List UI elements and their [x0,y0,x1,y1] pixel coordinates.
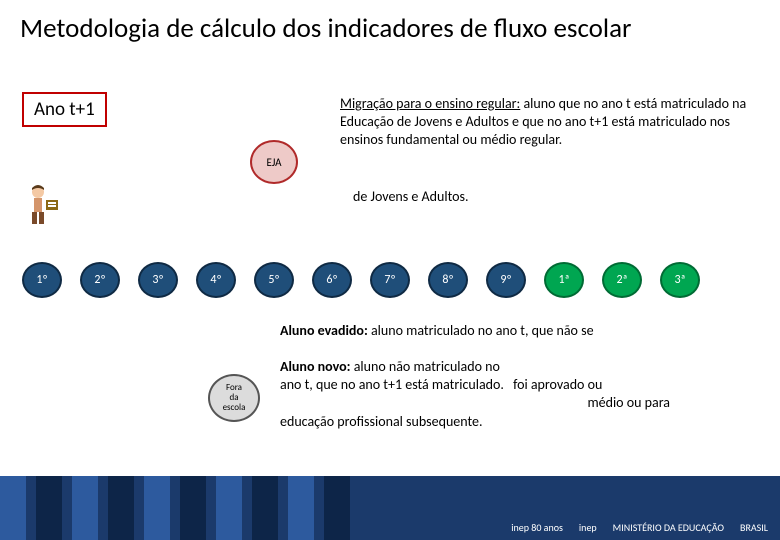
grade-circle: 7º [370,262,410,298]
desc-novo-line3: educação profissional subsequente. [280,413,750,431]
desc-novo-frag2: médio ou para [587,394,670,412]
grade-circle: 6º [312,262,352,298]
fora-label: Foradaescola [223,383,246,413]
grade-circle: 9º [486,262,526,298]
grade-circle: 3º [138,262,178,298]
footer-pattern [0,476,360,540]
grade-row: 1º 2º 3º 4º 5º 6º 7º 8º 9º 1ª 2ª 3ª [22,262,700,298]
year-label-box: Ano t+1 [22,92,107,127]
desc-novo-line2: ano t, que no ano t+1 está matriculado. [280,376,504,393]
grade-circle: 2ª [602,262,642,298]
footer-logos: inep 80 anos inep MINISTÉRIO DA EDUCAÇÃO BR… [511,521,768,534]
footer-bar-stripe [288,476,314,540]
desc-novo-frag1: foi aprovado ou [513,376,602,393]
footer-bar-stripe [72,476,98,540]
desc-underline: Migração para o ensino regular: [340,95,520,112]
fora-da-escola-circle: Foradaescola [208,374,260,422]
desc-novo-rest: aluno não matriculado no [351,358,500,375]
student-icon [20,180,68,233]
description-novo: Aluno novo: aluno não matriculado no ano… [280,358,750,431]
description-migration: Migração para o ensino regular: aluno qu… [340,95,750,150]
grade-circle: 4º [196,262,236,298]
description-fragment-eja: de Jovens e Adultos. [353,188,469,206]
grade-circle: 8º [428,262,468,298]
footer-bar-stripe [216,476,242,540]
footer-bar-stripe [180,476,206,540]
footer-bar-stripe [36,476,62,540]
desc-evadido-rest: aluno matriculado no ano t, que não se [368,322,594,339]
grade-circle: 3ª [660,262,700,298]
footer-bar-stripe [144,476,170,540]
footer-bar-stripe [0,476,26,540]
footer-logo: inep 80 anos [511,521,563,534]
footer-bar-stripe [108,476,134,540]
description-evadido: Aluno evadido: aluno matriculado no ano … [280,322,750,340]
page-title: Metodologia de cálculo dos indicadores d… [20,12,631,45]
grade-circle: 1ª [544,262,584,298]
footer-logo: BRASIL [740,521,768,534]
footer-bar-stripe [252,476,278,540]
desc-evadido-bold: Aluno evadido: [280,322,368,339]
grade-circle: 5º [254,262,294,298]
footer-bar-stripe [324,476,350,540]
eja-circle: EJA [250,140,298,184]
desc-novo-bold: Aluno novo: [280,358,351,375]
footer-logo: inep [579,521,597,534]
grade-circle: 2º [80,262,120,298]
footer-bar: inep 80 anos inep MINISTÉRIO DA EDUCAÇÃO BR… [0,476,780,540]
grade-circle: 1º [22,262,62,298]
footer-logo: MINISTÉRIO DA EDUCAÇÃO [613,521,724,534]
